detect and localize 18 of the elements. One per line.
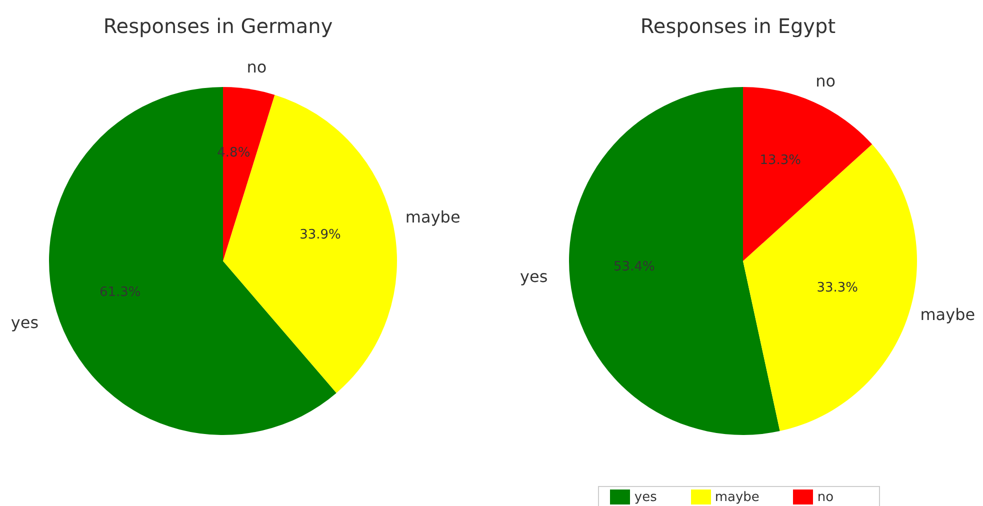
data-label: 13.3%: [760, 153, 802, 168]
slice-label: no: [246, 57, 267, 76]
slice-label: maybe: [920, 305, 976, 324]
legend-label: yes: [634, 490, 657, 505]
data-label: 53.4%: [614, 260, 655, 275]
data-label: 61.3%: [99, 284, 141, 300]
pie-slice: [743, 87, 872, 261]
pie-slice: [743, 144, 917, 432]
legend-label: maybe: [714, 490, 760, 505]
data-label: 33.3%: [816, 280, 858, 296]
chart-title: Responses in Germany: [102, 14, 334, 38]
data-label: 33.9%: [300, 227, 341, 242]
slice-label: yes: [520, 266, 548, 286]
slice-label: maybe: [405, 208, 460, 227]
slice-label: yes: [10, 313, 39, 332]
legend-label: no: [817, 490, 834, 505]
slice-label: no: [816, 72, 836, 91]
chart-title: Responses in Egypt: [639, 14, 837, 38]
